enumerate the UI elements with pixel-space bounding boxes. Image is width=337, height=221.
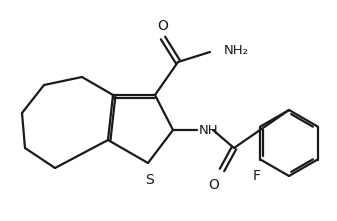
Text: S: S [146, 173, 154, 187]
Text: O: O [209, 178, 219, 192]
Text: O: O [158, 19, 168, 33]
Text: NH: NH [199, 124, 219, 137]
Text: F: F [252, 170, 261, 183]
Text: NH₂: NH₂ [224, 44, 249, 57]
